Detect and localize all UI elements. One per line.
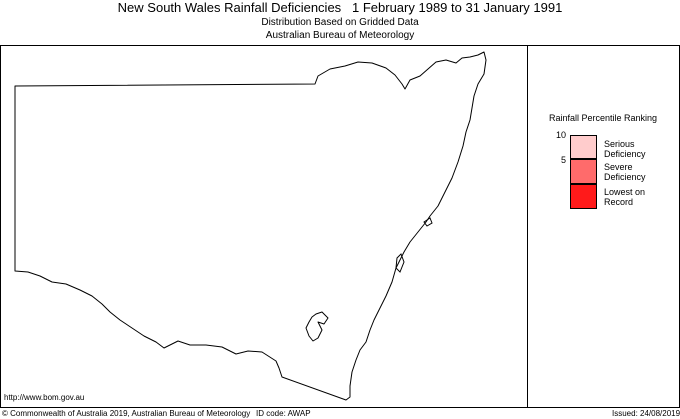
id-code: ID code: AWAP — [256, 409, 311, 418]
map-subtitle-agency: Australian Bureau of Meteorology — [265, 30, 415, 41]
legend-swatch-severe — [570, 159, 597, 184]
map-subtitle-method: Distribution Based on Gridded Data — [261, 17, 419, 28]
coastal-island-outline — [423, 217, 433, 227]
source-url: http://www.bom.gov.au — [4, 393, 85, 402]
nsw-state-outline — [14, 51, 487, 401]
legend-tick-10: 10 — [555, 130, 566, 140]
map-title: New South Wales Rainfall Deficiencies 1 … — [117, 0, 563, 15]
legend-label-severe: Severe Deficiency — [604, 162, 646, 182]
legend-tick-5: 5 — [560, 155, 566, 165]
issued-date: Issued: 24/08/2019 — [612, 409, 680, 418]
legend-swatch-serious — [570, 135, 597, 159]
coastal-lake-outline — [395, 253, 405, 273]
legend-title: Rainfall Percentile Ranking — [548, 113, 658, 123]
legend-label-lowest: Lowest on Record — [604, 187, 646, 207]
legend-swatch-lowest — [570, 184, 597, 209]
legend-divider — [527, 45, 528, 407]
copyright-text: © Commonwealth of Australia 2019, Austra… — [2, 409, 251, 418]
legend-label-serious: Serious Deficiency — [604, 139, 646, 159]
act-border-outline — [305, 311, 329, 342]
